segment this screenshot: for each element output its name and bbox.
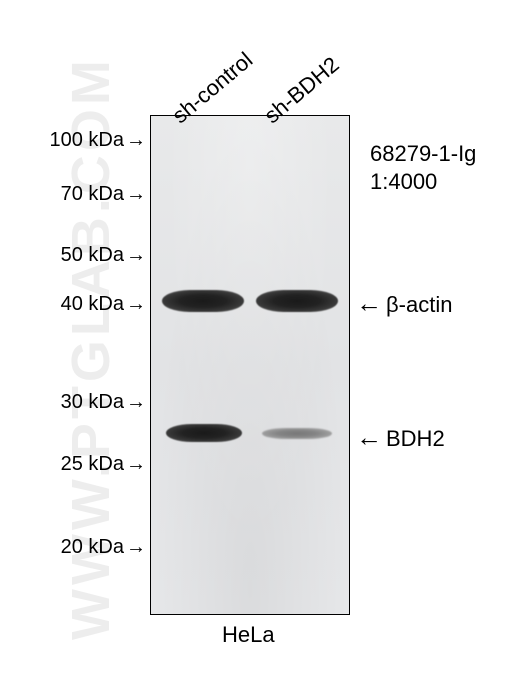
lane-divider (250, 116, 251, 614)
arrow-right-icon: → (126, 536, 146, 559)
arrow-right-icon: → (126, 183, 146, 206)
ladder-value: 20 kDa (61, 536, 124, 558)
ladder-mark: 25 kDa→ (61, 453, 146, 476)
band-label-text: β-actin (386, 292, 452, 317)
arrow-right-icon: → (126, 453, 146, 476)
antibody-catalog: 68279-1-Ig (370, 140, 476, 168)
arrow-right-icon: → (126, 293, 146, 316)
sample-caption: HeLa (222, 622, 275, 648)
band-label: ←BDH2 (356, 422, 445, 453)
ladder-mark: 20 kDa→ (61, 536, 146, 559)
arrow-right-icon: → (126, 244, 146, 267)
ladder-mark: 50 kDa→ (61, 244, 146, 267)
ladder-mark: 100 kDa→ (50, 129, 147, 152)
blot-band (262, 428, 332, 439)
ladder-mark: 30 kDa→ (61, 391, 146, 414)
figure-container: WWW.PTGLAB.COM sh-controlsh-BDH2 100 kDa… (0, 0, 530, 680)
ladder-value: 30 kDa (61, 391, 124, 413)
arrow-left-icon: ← (356, 422, 382, 452)
ladder-value: 70 kDa (61, 183, 124, 205)
blot-band (256, 290, 338, 312)
blot-band (162, 290, 244, 312)
band-label: ←β-actin (356, 288, 452, 319)
band-label-text: BDH2 (386, 426, 445, 451)
ladder-value: 100 kDa (50, 129, 125, 151)
blot-membrane (150, 115, 350, 615)
arrow-right-icon: → (126, 129, 146, 152)
ladder-mark: 40 kDa→ (61, 293, 146, 316)
arrow-left-icon: ← (356, 288, 382, 318)
antibody-info: 68279-1-Ig 1:4000 (370, 140, 476, 195)
ladder-value: 40 kDa (61, 293, 124, 315)
ladder-mark: 70 kDa→ (61, 183, 146, 206)
arrow-right-icon: → (126, 391, 146, 414)
blot-band (166, 424, 242, 442)
ladder-value: 25 kDa (61, 453, 124, 475)
antibody-dilution: 1:4000 (370, 168, 476, 196)
ladder-value: 50 kDa (61, 244, 124, 266)
